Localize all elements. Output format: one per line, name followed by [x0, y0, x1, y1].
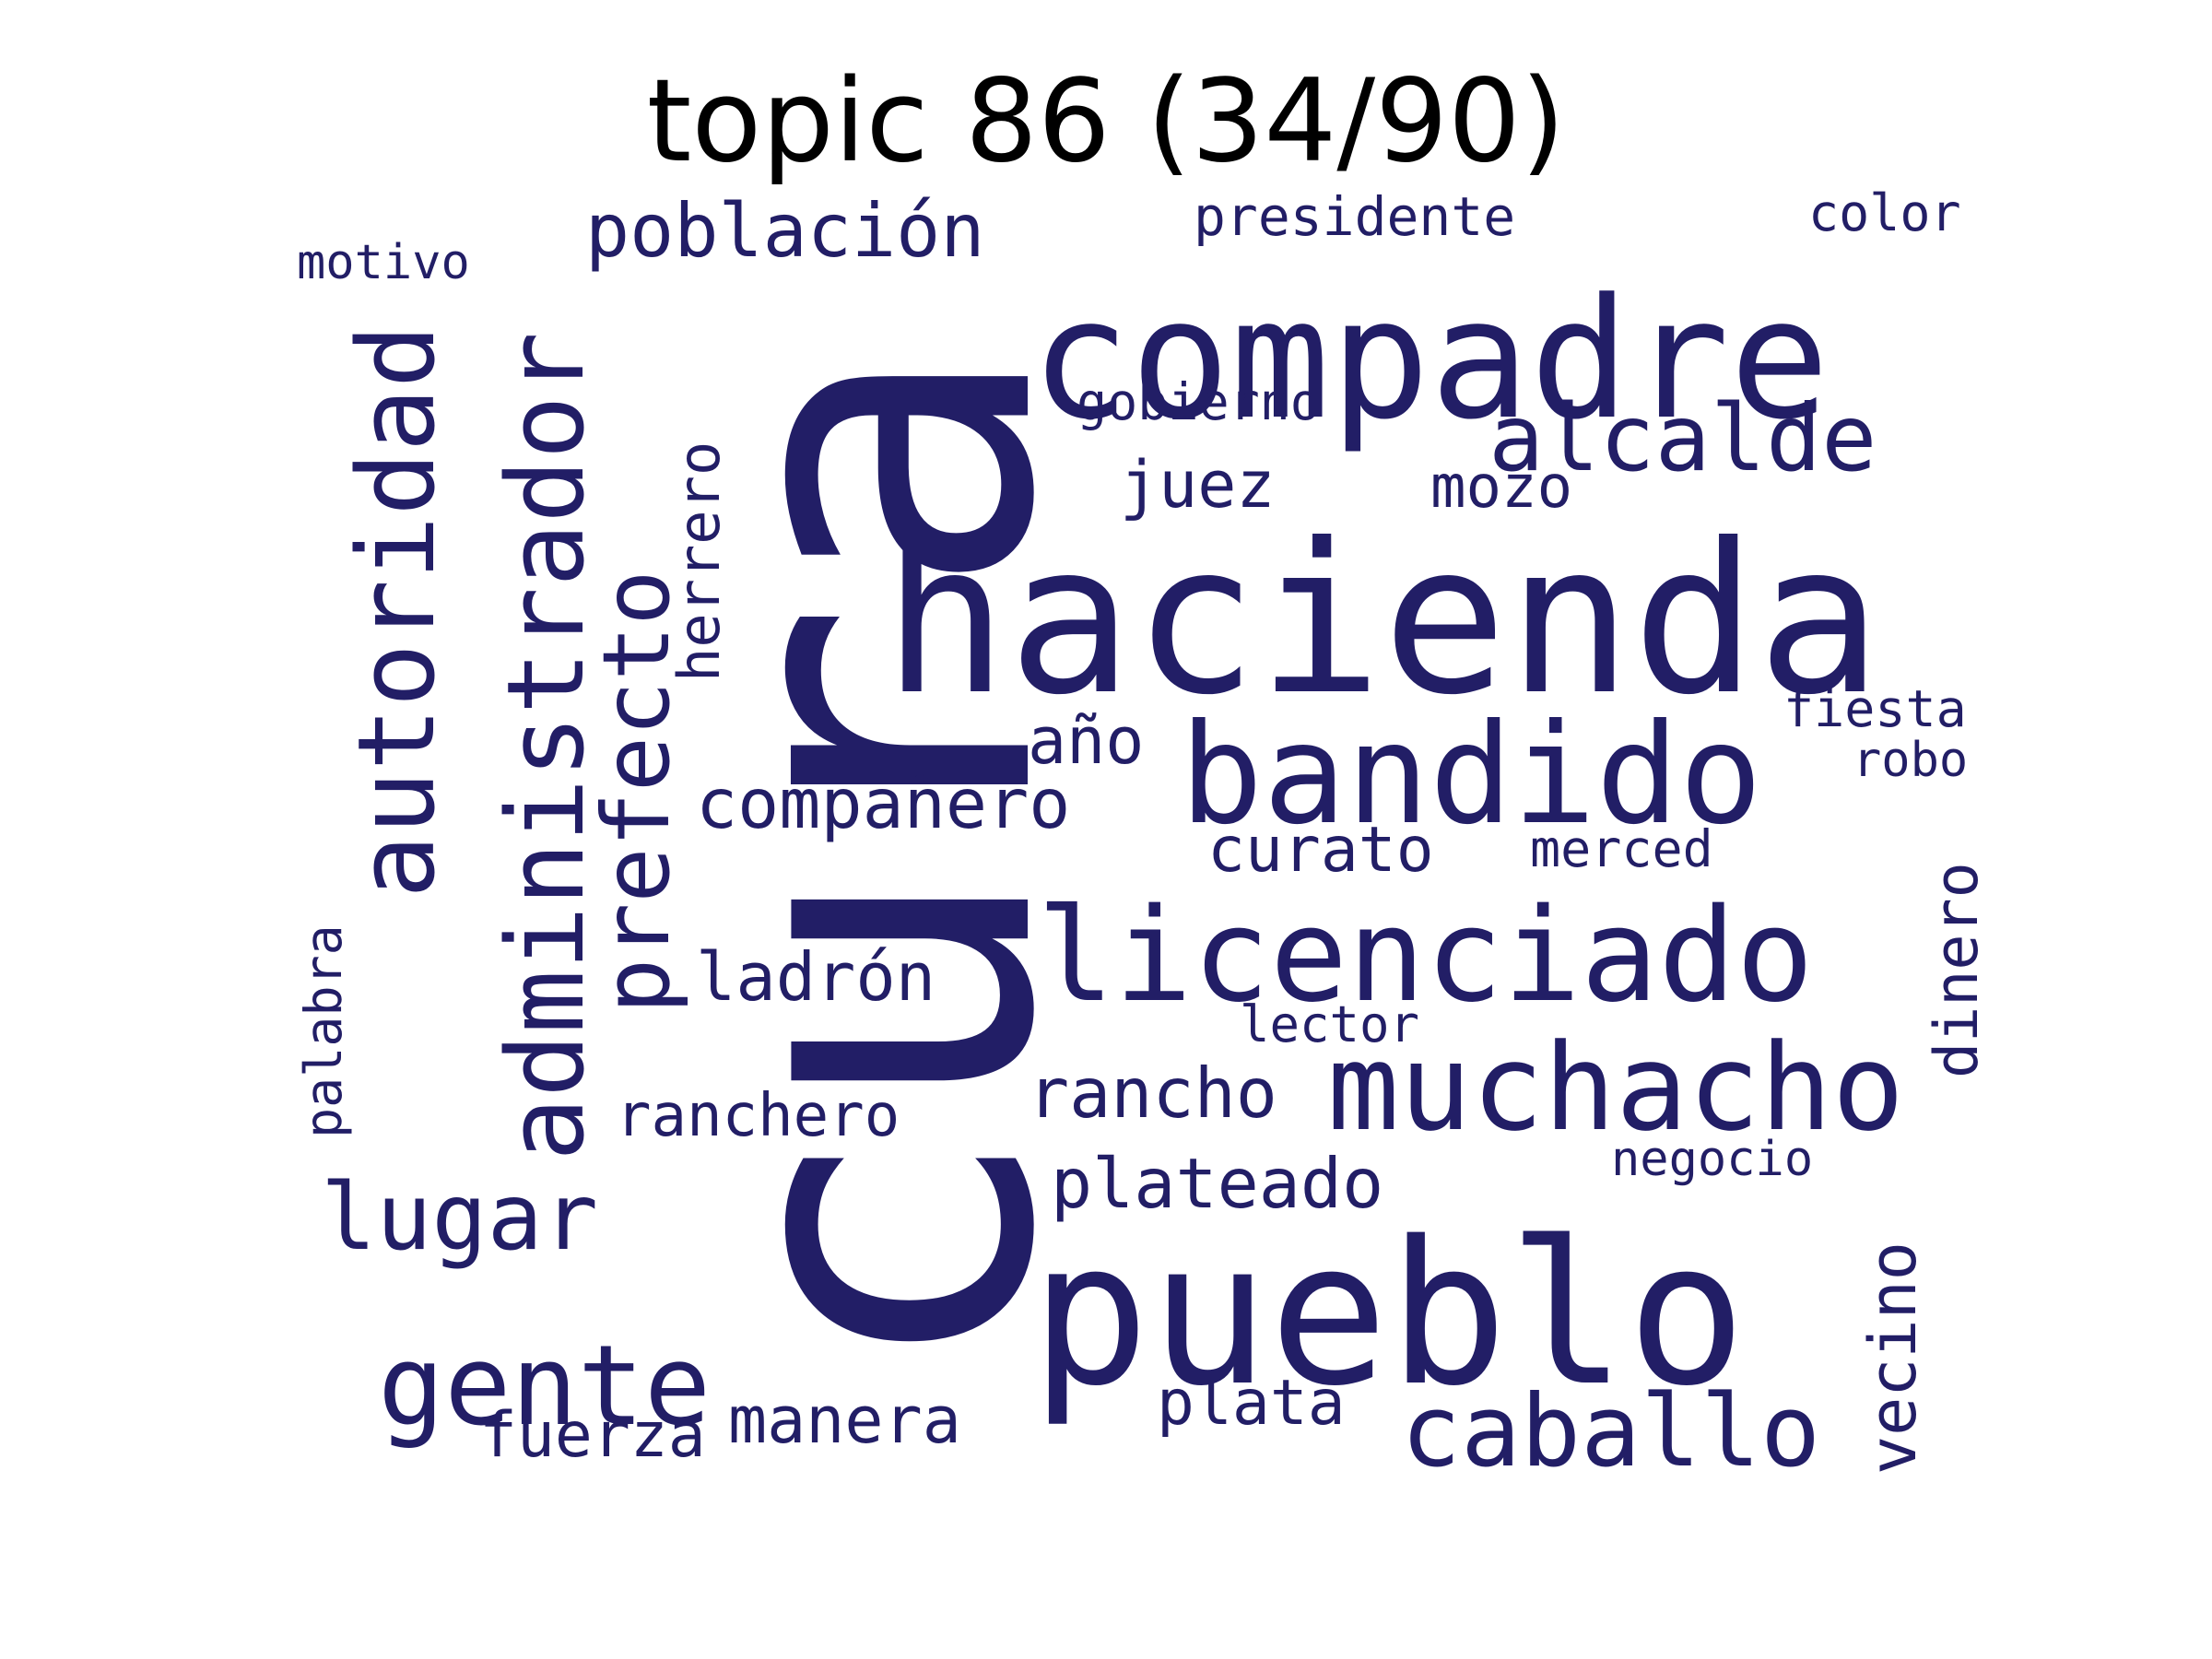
cloud-word-38: negocio	[1611, 1132, 1813, 1187]
cloud-word-6: muchacho	[1327, 1018, 1904, 1158]
cloud-word-27: plata	[1157, 1367, 1346, 1440]
cloud-word-11: prefecto	[582, 570, 690, 1014]
cloud-word-7: administrador	[485, 332, 608, 1161]
cloud-word-15: vecino	[1855, 1241, 1931, 1475]
cloud-word-21: dinero	[1923, 862, 1992, 1078]
cloud-word-22: herrero	[665, 441, 733, 682]
cloud-word-35: merced	[1530, 819, 1713, 878]
cloud-word-23: juez	[1120, 447, 1276, 523]
cloud-word-25: curato	[1207, 814, 1434, 887]
cloud-word-12: alcalde	[1488, 384, 1877, 492]
cloud-word-5: licenciado	[1037, 881, 1814, 1031]
cloud-word-33: lector	[1240, 995, 1419, 1053]
cloud-word-20: manera	[728, 1382, 961, 1458]
cloud-word-2: pueblo	[1030, 1198, 1747, 1430]
cloud-word-13: lugar	[321, 1163, 598, 1271]
cloud-word-26: fuerza	[479, 1399, 706, 1472]
cloud-word-0: cura	[626, 339, 1130, 1382]
figure-title: topic 86 (34/90)	[646, 55, 1566, 188]
cloud-word-17: rancho	[1028, 1053, 1277, 1134]
cloud-word-10: caballo	[1401, 1374, 1820, 1489]
cloud-word-29: mozo	[1430, 453, 1572, 522]
cloud-word-4: bandido	[1180, 695, 1762, 855]
cloud-word-19: ladrón	[696, 938, 935, 1016]
cloud-word-31: presidente	[1194, 185, 1515, 248]
cloud-word-18: plateado	[1051, 1143, 1383, 1224]
cloud-word-32: gobierno	[1077, 372, 1321, 431]
cloud-word-1: hacienda	[883, 500, 1882, 741]
cloud-word-30: palabra	[294, 924, 353, 1138]
cloud-word-3: compadre	[1030, 264, 1830, 456]
cloud-word-9: gente	[378, 1323, 711, 1451]
cloud-word-36: color	[1808, 183, 1961, 242]
cloud-word-16: compañero	[696, 763, 1070, 844]
cloud-word-39: robo	[1853, 733, 1968, 788]
cloud-word-37: motivo	[297, 235, 470, 290]
cloud-word-28: ranchero	[616, 1082, 900, 1150]
cloud-word-24: año	[1028, 703, 1144, 779]
cloud-word-8: autoridad	[335, 324, 459, 899]
cloud-word-34: fiesta	[1783, 679, 1967, 738]
cloud-word-14: población	[585, 188, 984, 274]
